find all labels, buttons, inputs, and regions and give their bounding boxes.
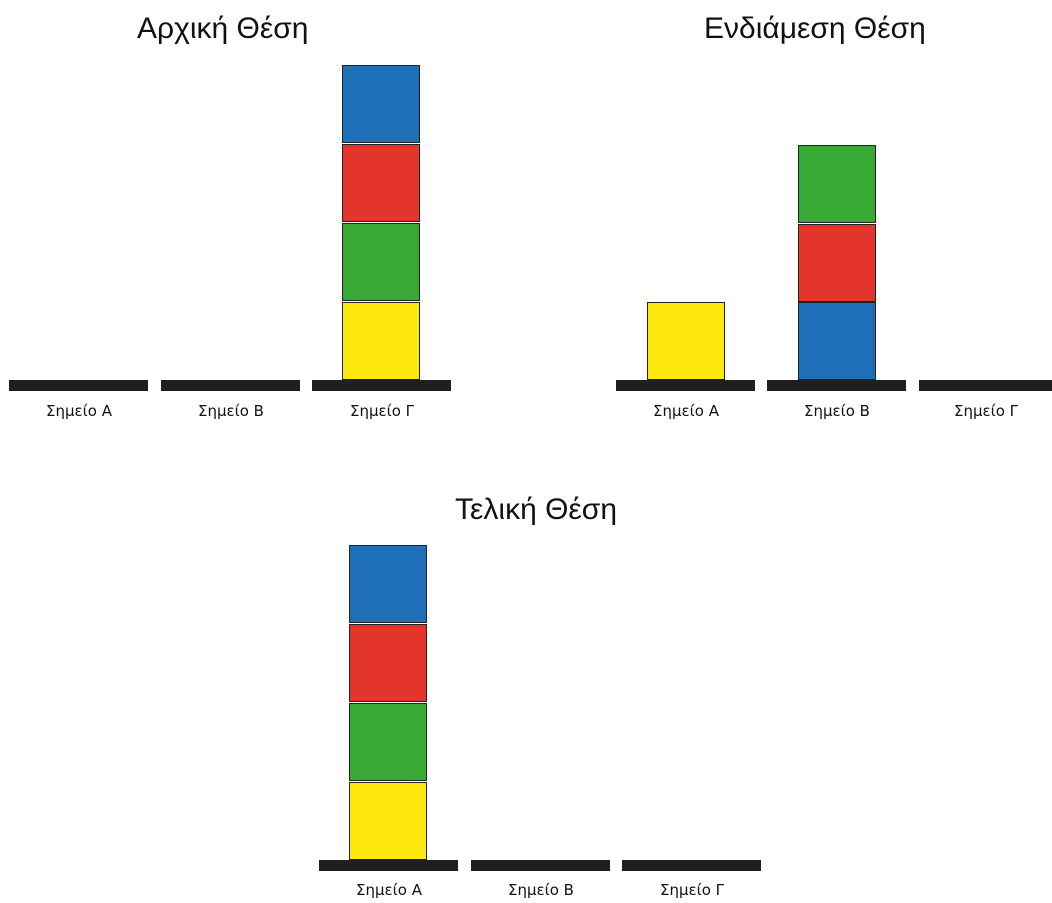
block-red [349,624,427,702]
block-red [798,224,876,302]
base-point-a [9,380,148,391]
panel-title: Αρχική Θέση [137,12,309,45]
panel-title: Τελική Θέση [455,493,617,526]
block-red [342,144,420,222]
base-point-c [622,860,761,871]
point-label-c: Σημείο Γ [349,402,414,420]
block-blue [349,545,427,623]
base-point-a [319,860,458,871]
panel-title: Ενδιάμεση Θέση [704,12,926,45]
point-label-b: Σημείο Β [198,402,264,420]
block-green [798,145,876,223]
base-point-b [161,380,300,391]
block-yellow [342,302,420,380]
block-yellow [647,302,725,380]
point-label-a: Σημείο Α [356,881,422,899]
block-green [349,703,427,781]
point-label-a: Σημείο Α [46,402,112,420]
point-label-b: Σημείο Β [804,402,870,420]
base-point-b [471,860,610,871]
point-label-c: Σημείο Γ [659,881,724,899]
block-blue [798,302,876,380]
point-label-b: Σημείο Β [508,881,574,899]
base-point-a [616,380,755,391]
base-point-b [767,380,906,391]
block-green [342,223,420,301]
block-blue [342,65,420,143]
point-label-a: Σημείο Α [653,402,719,420]
point-label-c: Σημείο Γ [953,402,1018,420]
base-point-c [312,380,451,391]
base-point-c [919,380,1052,391]
block-yellow [349,782,427,860]
